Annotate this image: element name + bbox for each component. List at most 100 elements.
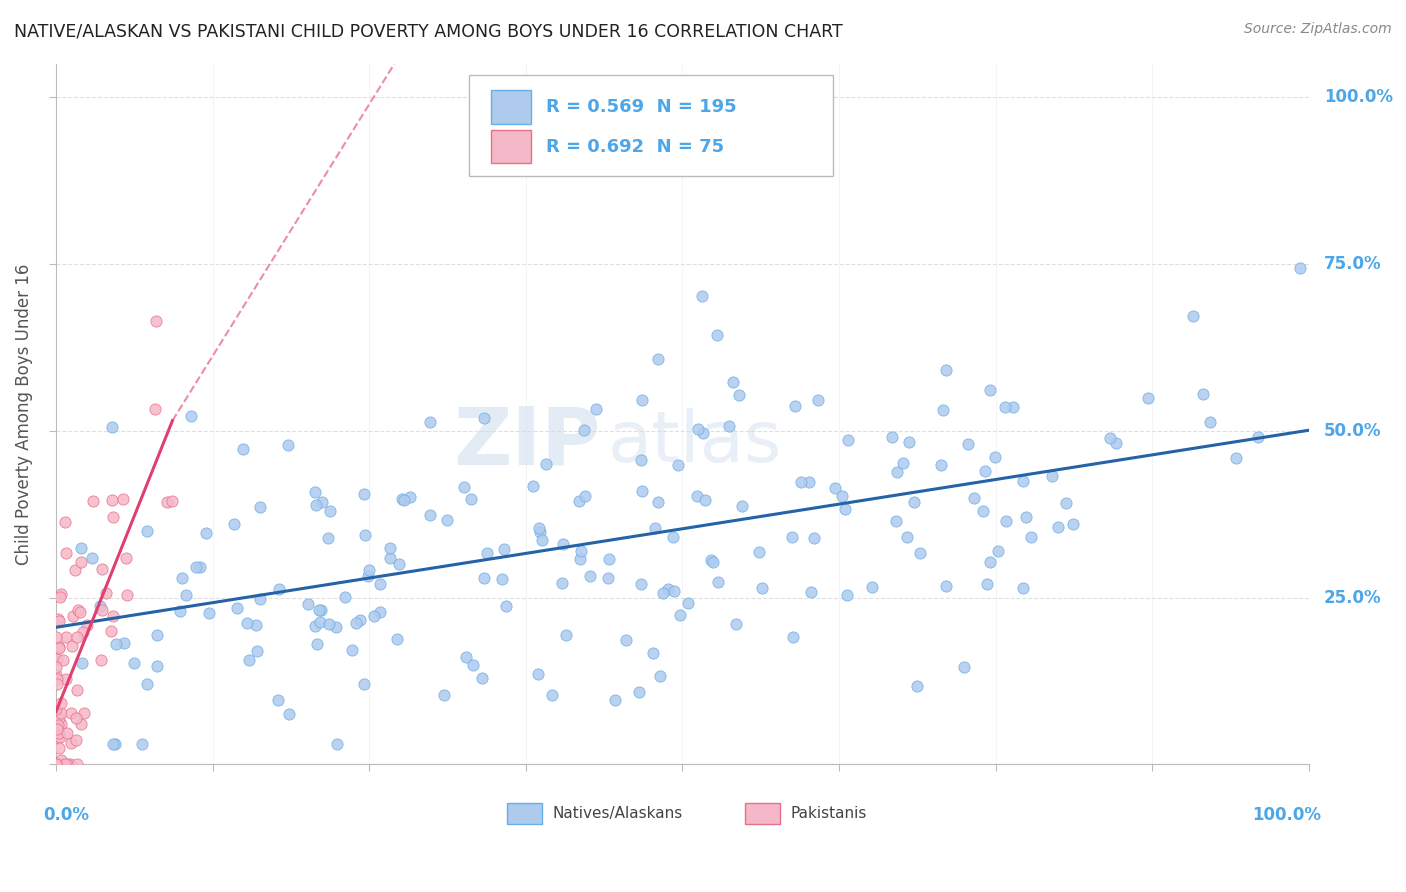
Point <box>103 510 125 524</box>
Point <box>553 536 575 550</box>
Point <box>89 599 111 614</box>
Point <box>66 603 89 617</box>
Point <box>48 614 70 628</box>
Point <box>66 630 89 644</box>
Point <box>551 575 574 590</box>
Point <box>236 615 259 630</box>
Point <box>277 706 299 721</box>
Point <box>308 615 330 630</box>
Point <box>238 653 260 667</box>
Point <box>453 480 475 494</box>
Text: 0.0%: 0.0% <box>44 806 90 824</box>
Point <box>495 599 517 613</box>
Text: 100.0%: 100.0% <box>1324 88 1393 106</box>
Point <box>976 577 998 591</box>
Point <box>1199 416 1222 430</box>
Point <box>931 403 953 417</box>
Point <box>461 658 484 673</box>
Point <box>1105 436 1128 450</box>
Point <box>136 524 159 538</box>
Point <box>1062 517 1084 532</box>
Point <box>45 702 67 716</box>
Point <box>419 415 441 429</box>
Point <box>648 669 671 683</box>
Point <box>246 643 269 657</box>
Point <box>676 596 699 610</box>
Point <box>48 726 70 740</box>
Point <box>55 672 77 686</box>
Point <box>222 516 245 531</box>
Point <box>596 571 619 585</box>
Text: 75.0%: 75.0% <box>1324 255 1382 273</box>
Point <box>245 618 267 632</box>
Point <box>309 603 332 617</box>
Point <box>1011 581 1033 595</box>
Point <box>70 555 93 569</box>
Point <box>568 493 591 508</box>
Point <box>96 586 118 600</box>
Point <box>104 737 127 751</box>
Point <box>929 458 952 473</box>
Point <box>555 628 578 642</box>
Point <box>782 530 804 544</box>
Point <box>146 628 169 642</box>
Point <box>184 559 207 574</box>
Point <box>782 630 804 644</box>
Point <box>51 753 73 767</box>
Point <box>82 494 104 508</box>
Point <box>783 400 806 414</box>
FancyBboxPatch shape <box>491 130 531 163</box>
Point <box>1225 450 1247 465</box>
Point <box>60 706 83 720</box>
Point <box>721 375 744 389</box>
Point <box>49 590 72 604</box>
Point <box>657 582 679 597</box>
Point <box>886 465 908 479</box>
Point <box>104 637 127 651</box>
Point <box>115 588 138 602</box>
Point <box>837 433 859 447</box>
Text: R = 0.569  N = 195: R = 0.569 N = 195 <box>546 98 737 116</box>
Point <box>49 757 72 772</box>
Point <box>800 585 823 599</box>
Point <box>48 741 70 756</box>
Point <box>748 545 770 559</box>
Point <box>249 591 271 606</box>
Point <box>115 551 138 566</box>
Point <box>145 658 167 673</box>
Point <box>53 757 76 772</box>
Point <box>884 514 907 528</box>
Point <box>898 435 921 450</box>
Point <box>1192 387 1215 401</box>
Point <box>269 582 291 597</box>
Point <box>935 363 957 377</box>
Point <box>731 499 754 513</box>
Point <box>363 608 385 623</box>
Point <box>641 646 664 660</box>
Point <box>631 392 654 407</box>
Point <box>661 530 683 544</box>
Point <box>307 637 329 651</box>
Point <box>574 489 596 503</box>
Point <box>974 464 997 478</box>
Point <box>45 757 67 772</box>
Point <box>492 541 515 556</box>
Point <box>905 679 928 693</box>
Point <box>706 328 728 343</box>
Point <box>880 430 903 444</box>
Point <box>391 491 413 506</box>
Point <box>529 524 551 539</box>
Point <box>56 726 79 740</box>
Point <box>45 757 67 772</box>
Point <box>91 562 114 576</box>
Point <box>472 410 495 425</box>
Point <box>568 552 591 566</box>
Point <box>1136 391 1159 405</box>
Point <box>380 551 402 566</box>
Text: 25.0%: 25.0% <box>1324 589 1382 607</box>
Point <box>436 513 458 527</box>
Point <box>797 475 820 489</box>
Point <box>387 632 409 646</box>
Point <box>860 580 883 594</box>
Point <box>145 314 167 328</box>
